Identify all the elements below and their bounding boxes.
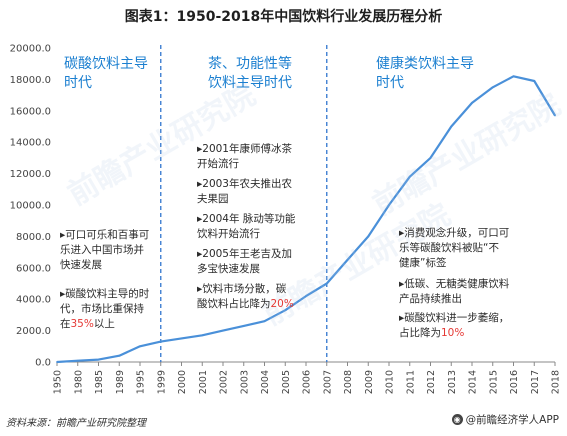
data-point (512, 75, 515, 78)
data-point (471, 102, 473, 104)
data-point (201, 334, 204, 337)
source-note: 资料来源：前瞻产业研究院整理 (6, 418, 146, 429)
y-tick-label: 0.0 (35, 358, 51, 369)
y-tick-label: 20000.0 (10, 44, 51, 55)
data-point (159, 340, 162, 343)
note-text: ▸2003年农夫推出农 夫果园 (197, 178, 292, 205)
y-tick-label: 2000.0 (16, 326, 51, 337)
data-point (554, 114, 556, 117)
x-tick-label: 2008 (343, 370, 354, 394)
brand-logo-icon: ◉ (451, 414, 463, 425)
x-tick-label: 2001 (198, 370, 209, 394)
x-tick-label: 2007 (322, 370, 333, 394)
note-era2-3: ▸2005年王老吉及加 多宝快速发展 (197, 232, 292, 277)
data-point (408, 175, 411, 178)
y-tick-label: 8000.0 (16, 232, 51, 243)
note-text: ▸饮料市场分散，碳 酸饮料占比降为 (197, 283, 287, 310)
data-point (263, 320, 266, 323)
data-point (346, 259, 349, 261)
y-tick-label: 10000.0 (10, 201, 51, 212)
data-point (429, 157, 432, 159)
note-era2-4: ▸饮料市场分散，碳 酸饮料占比降为20% (197, 267, 294, 312)
x-tick-label: 2014 (468, 370, 479, 394)
x-tick-label: 1999 (156, 370, 167, 394)
note-text: ▸碳酸饮料主导的时 代，市场比重保持 在 (60, 288, 150, 330)
x-tick-label: 1950 (53, 370, 64, 394)
y-tick-label: 18000.0 (10, 75, 51, 86)
note-text: ▸低碳、无糖类健康饮料 产品持续推出 (399, 278, 510, 305)
x-tick-label: 1980 (73, 370, 84, 394)
note-era1-0: ▸可口可乐和百事可 乐进入中国市场并 快速发展 (60, 213, 149, 273)
x-tick-label: 1985 (94, 370, 105, 394)
era-label-health: 健康类饮料主导 时代 (376, 56, 474, 91)
y-tick-label: 12000.0 (10, 169, 51, 180)
x-tick-label: 1989 (115, 370, 126, 394)
data-point (450, 125, 453, 128)
data-point (180, 337, 183, 340)
brand-credit: ◉ @前瞻经济学人APP (451, 412, 559, 427)
note-highlight: 20% (270, 298, 294, 310)
note-highlight: 35% (70, 318, 94, 330)
x-tick-label: 2015 (488, 370, 499, 394)
note-text: ▸可口可乐和百事可 乐进入中国市场并 快速发展 (60, 229, 150, 271)
note-era3-0: ▸消费观念升级，可口可 乐等碳酸饮料被贴“不 健康”标签 (399, 211, 509, 271)
era-label-tea-functional: 茶、功能性等 饮料主导时代 (208, 56, 292, 91)
era-label-carbonated: 碳酸饮料主导 时代 (64, 56, 148, 91)
data-point (97, 358, 100, 361)
data-point (139, 345, 141, 348)
data-point (491, 86, 494, 89)
x-tick-label: 2011 (405, 370, 416, 394)
data-point (242, 324, 245, 327)
x-tick-label: 2013 (447, 370, 458, 394)
x-tick-label: 2009 (364, 370, 375, 394)
x-tick-label: 2017 (530, 370, 541, 394)
note-text: ▸2001年康师傅冰茶 开始流行 (197, 143, 292, 170)
x-tick-label: 2004 (260, 370, 271, 394)
x-tick-label: 1995 (136, 370, 147, 394)
y-tick-label: 14000.0 (10, 138, 51, 149)
x-tick-label: 2006 (302, 370, 313, 394)
x-tick-label: 2010 (385, 370, 396, 394)
x-tick-label: 2003 (239, 370, 250, 394)
note-era2-2: ▸2004年 脉动等功能 饮料开始流行 (197, 197, 295, 242)
y-tick-label: 16000.0 (10, 106, 51, 117)
note-highlight: 10% (441, 327, 465, 339)
data-point (388, 204, 390, 206)
data-point (284, 309, 287, 312)
data-point (76, 359, 79, 362)
note-era2-1: ▸2003年农夫推出农 夫果园 (197, 162, 292, 207)
data-point (222, 329, 224, 332)
data-point (367, 235, 370, 238)
x-tick-label: 2016 (509, 370, 520, 394)
note-suffix: 以上 (93, 318, 115, 330)
note-text: ▸2004年 脉动等功能 饮料开始流行 (197, 213, 296, 240)
data-point (325, 282, 328, 285)
note-text: ▸2005年王老吉及加 多宝快速发展 (197, 248, 292, 275)
note-era1-1: ▸碳酸饮料主导的时 代，市场比重保持 在35%以上 (60, 272, 149, 332)
note-era3-1: ▸低碳、无糖类健康饮料 产品持续推出 (399, 262, 509, 307)
chart-title: 图表1：1950-2018年中国饮料行业发展历程分析 (124, 9, 443, 25)
x-tick-label: 2018 (551, 370, 562, 394)
note-era2-0: ▸2001年康师傅冰茶 开始流行 (197, 127, 292, 172)
data-point (56, 361, 58, 363)
note-text: ▸碳酸饮料进一步萎缩， 占比降为 (399, 312, 510, 339)
x-tick-label: 2005 (281, 370, 292, 394)
data-point (305, 295, 307, 297)
x-tick-label: 2002 (219, 370, 230, 394)
x-tick-label: 2012 (426, 370, 437, 394)
note-text: ▸消费观念升级，可口可 乐等碳酸饮料被贴“不 健康”标签 (399, 227, 510, 269)
note-era3-2: ▸碳酸饮料进一步萎缩， 占比降为10% (399, 296, 509, 341)
x-tick-label: 2000 (177, 370, 188, 394)
y-tick-label: 6000.0 (16, 263, 51, 274)
data-point (533, 80, 536, 82)
data-point (118, 354, 121, 357)
y-tick-label: 4000.0 (16, 295, 51, 306)
brand-text: @前瞻经济学人APP (465, 414, 559, 426)
